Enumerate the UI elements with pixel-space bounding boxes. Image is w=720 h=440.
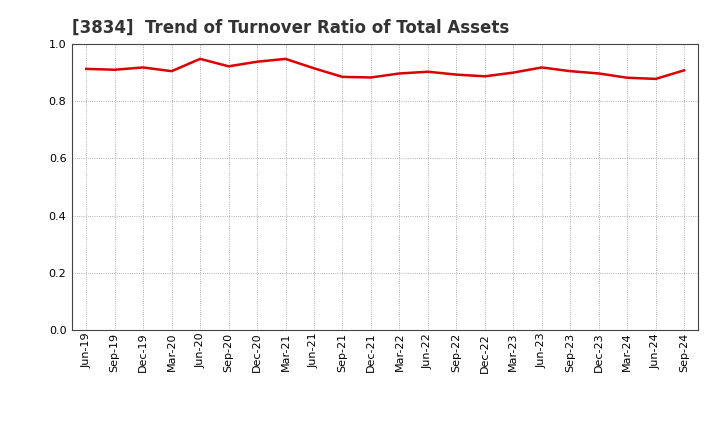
- Text: [3834]  Trend of Turnover Ratio of Total Assets: [3834] Trend of Turnover Ratio of Total …: [72, 19, 509, 37]
